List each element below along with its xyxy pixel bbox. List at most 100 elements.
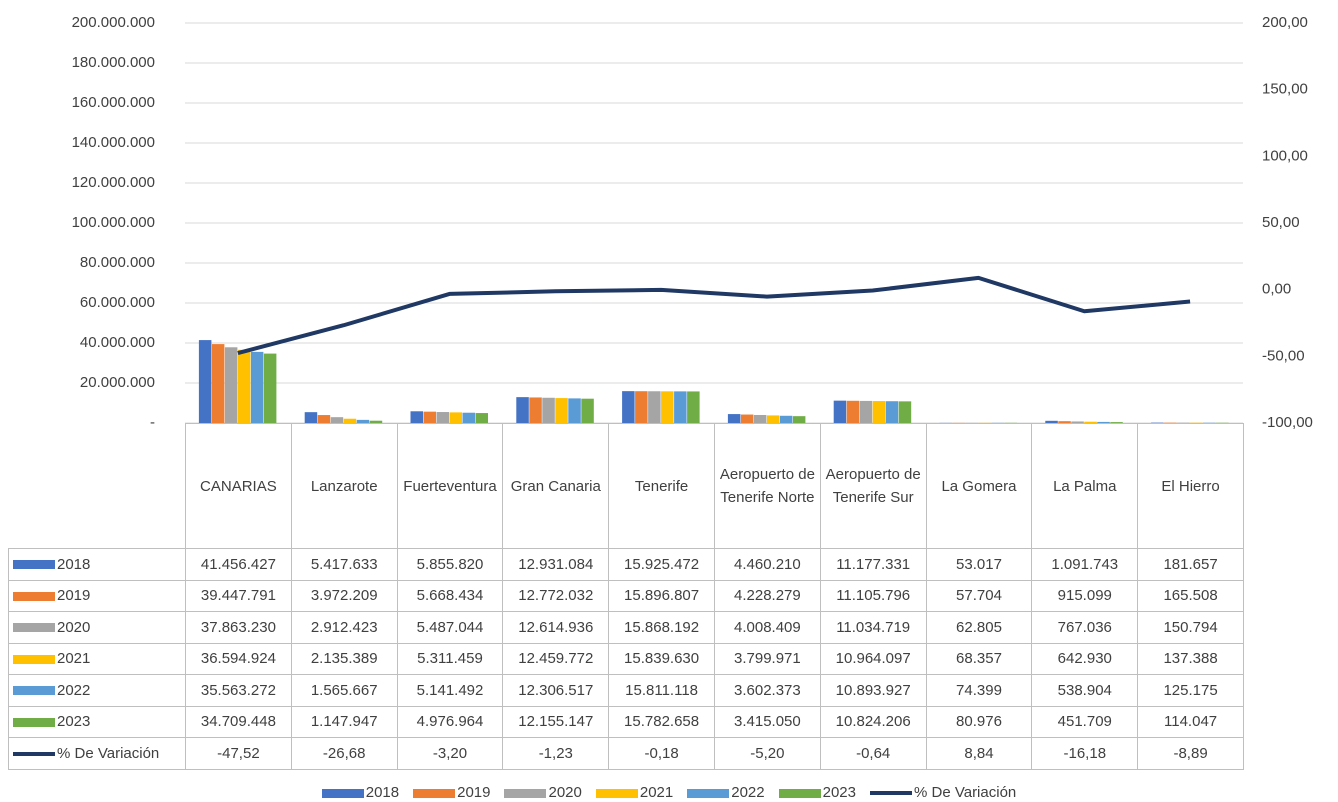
y-tick-label: 160.000.000 [72, 94, 155, 111]
legend-key [13, 560, 55, 570]
bar [622, 391, 635, 423]
value-cell: 5.855.820 [396, 548, 504, 581]
bar [661, 391, 674, 423]
category-label: Fuerteventura [396, 423, 504, 549]
category-label: La Palma [1031, 423, 1139, 549]
value-cell: 137.388 [1137, 642, 1244, 675]
value-cell: 451.709 [1031, 705, 1139, 738]
value-cell: 36.594.924 [185, 642, 292, 675]
bar [792, 416, 806, 423]
value-cell: 4.008.409 [713, 611, 821, 644]
value-cell: -5,20 [713, 737, 821, 770]
y-tick-label: - [150, 414, 155, 431]
legend-item: 2019 [413, 784, 490, 801]
legend-key [413, 788, 456, 798]
value-cell: 10.964.097 [819, 642, 927, 675]
value-cell: -8,89 [1137, 737, 1244, 770]
value-cell: 5.311.459 [396, 642, 504, 675]
bar [423, 411, 436, 423]
category-label: CANARIAS [185, 423, 292, 549]
legend-key [778, 788, 821, 798]
legend-label: 2023 [822, 784, 856, 801]
value-cell: 2.912.423 [290, 611, 398, 644]
legend-item: % De Variación [869, 784, 1016, 801]
series-name: 2021 [57, 650, 91, 668]
value-cell: 12.614.936 [502, 611, 610, 644]
bar [898, 401, 912, 423]
legend-label: 2019 [457, 784, 491, 801]
value-cell: 767.036 [1031, 611, 1139, 644]
series-cell: 2018 [8, 548, 186, 581]
category-label: Aeropuerto de Tenerife Sur [819, 423, 927, 549]
bar [542, 397, 555, 423]
value-cell: -16,18 [1031, 737, 1139, 770]
bar [872, 401, 886, 423]
value-cell: -26,68 [290, 737, 398, 770]
category-label: La Gomera [925, 423, 1033, 549]
bar [410, 411, 423, 423]
value-cell: -0,64 [819, 737, 927, 770]
bar [846, 400, 860, 423]
bar [330, 417, 344, 423]
value-cell: 5.417.633 [290, 548, 398, 581]
bar [369, 420, 383, 423]
value-cell: 10.893.927 [819, 674, 927, 707]
value-cell: 15.782.658 [608, 705, 715, 738]
legend-key [321, 788, 364, 798]
value-cell: 37.863.230 [185, 611, 292, 644]
bar [635, 391, 648, 423]
series-cell: 2023 [8, 705, 186, 738]
bar [304, 412, 318, 423]
value-cell: 4.460.210 [713, 548, 821, 581]
legend-key [13, 751, 55, 756]
bar [1058, 421, 1071, 423]
bar [687, 391, 700, 423]
series-cell: % De Variación [8, 737, 186, 770]
legend-key [13, 717, 55, 727]
y-tick-label: 140.000.000 [72, 134, 155, 151]
value-cell: 12.306.517 [502, 674, 610, 707]
category-label: Aeropuerto de Tenerife Norte [713, 423, 821, 549]
value-cell: 165.508 [1137, 579, 1244, 612]
value-cell: 11.177.331 [819, 548, 927, 581]
legend-key [13, 591, 55, 601]
legend-key [595, 788, 638, 798]
value-cell: 3.602.373 [713, 674, 821, 707]
data-row: % De Variación -47,52 -26,68 -3,20 -1,23 -0,1… [8, 737, 1244, 770]
value-cell: -3,20 [396, 737, 504, 770]
value-cell: 62.805 [925, 611, 1033, 644]
series-name: 2019 [57, 587, 91, 605]
data-row: 2018 41.456.427 5.417.633 5.855.820 12.931.0… [8, 548, 1244, 581]
series-name: % De Variación [57, 744, 160, 762]
value-cell: 8,84 [925, 737, 1033, 770]
y-tick-label: 40.000.000 [80, 334, 155, 351]
legend-label: 2018 [365, 784, 400, 801]
series-cell: 2020 [8, 611, 186, 644]
bar [674, 391, 687, 423]
legend-item: 2022 [687, 784, 765, 801]
value-cell: 150.794 [1137, 611, 1244, 644]
category-label: Gran Canaria [502, 423, 610, 549]
line [237, 275, 1191, 355]
value-cell: 12.772.032 [502, 579, 610, 612]
bar [740, 414, 754, 423]
bar [343, 418, 357, 423]
data-row: 2019 39.447.791 3.972.209 5.668.434 12.772.0… [8, 579, 1244, 612]
legend-key [13, 623, 55, 633]
data-table: CANARIAS Lanzarote Fuerteventura Gran Canar… [8, 423, 1244, 770]
y2-tick-label: 0,00 [1262, 281, 1291, 298]
value-cell: 5.668.434 [396, 579, 504, 612]
data-row: 2023 34.709.448 1.147.947 4.976.964 12.155.1… [8, 705, 1244, 738]
value-cell: 12.459.772 [502, 642, 610, 675]
bar [1084, 421, 1097, 423]
value-cell: 15.896.807 [608, 579, 715, 612]
value-cell: 35.563.272 [185, 674, 292, 707]
series-name: 2018 [57, 555, 91, 573]
data-row: 2021 36.594.924 2.135.389 5.311.459 12.459.7… [8, 642, 1244, 675]
value-cell: 57.704 [925, 579, 1033, 612]
value-cell: 538.904 [1031, 674, 1139, 707]
legend-key [869, 791, 912, 796]
value-cell: 3.972.209 [290, 579, 398, 612]
